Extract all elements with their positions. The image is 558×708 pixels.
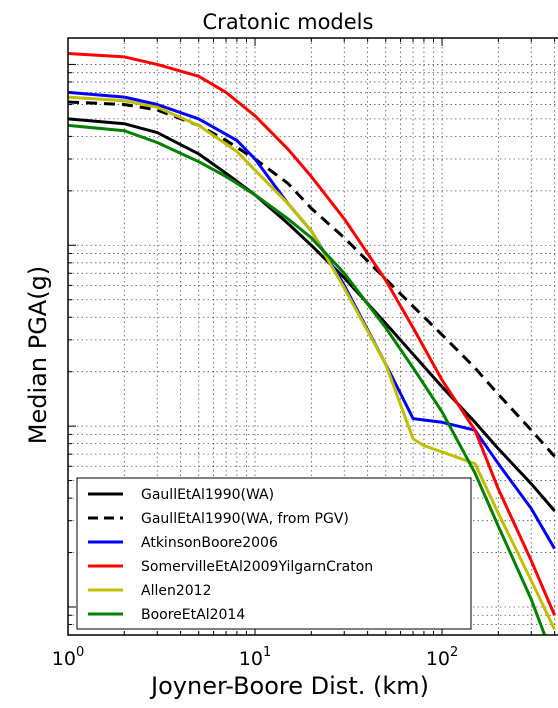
plot-frame	[67, 37, 558, 636]
x-axis-label: Joyner-Boore Dist. (km)	[149, 672, 429, 700]
legend-label: Allen2012	[141, 583, 211, 599]
legend-box	[76, 477, 472, 630]
chart-title: Cratonic models	[203, 10, 374, 34]
legend: GaullEtAl1990(WA) GaullEtAl1990(WA, from …	[76, 477, 472, 630]
x-tick-labels: 100 101 102	[52, 645, 459, 670]
series-line	[68, 95, 556, 631]
legend-label: GaullEtAl1990(WA)	[141, 487, 274, 503]
legend-label: SomervilleEtAl2009YilgarnCraton	[141, 559, 373, 575]
series-layer	[68, 52, 556, 635]
x-tick-label: 100	[52, 645, 84, 670]
x-tick-label: 102	[426, 645, 458, 670]
legend-label: AtkinsonBoore2006	[141, 535, 278, 551]
y-axis-label: Median PGA(g)	[24, 266, 52, 444]
axis-ticks	[67, 38, 556, 636]
legend-label: GaullEtAl1990(WA, from PGV)	[141, 511, 349, 527]
grid-lines	[68, 38, 558, 635]
x-tick-label: 101	[239, 645, 271, 670]
series-line	[68, 123, 547, 635]
series-line	[68, 52, 556, 616]
legend-label: BooreEtAl2014	[141, 607, 245, 623]
